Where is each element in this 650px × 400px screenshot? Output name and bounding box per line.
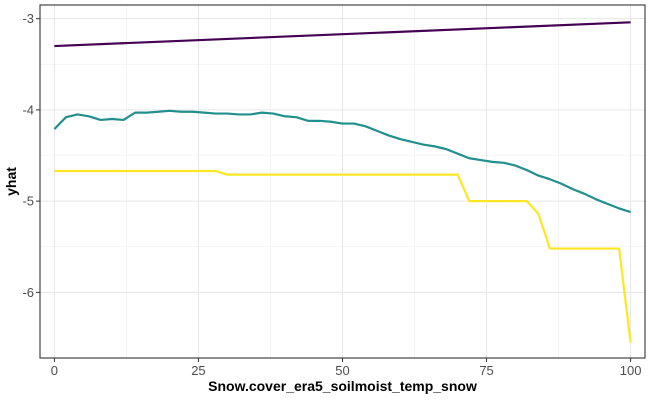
x-axis: 0 25 50 75 100 <box>51 358 642 378</box>
series-line-1 <box>54 21 631 48</box>
grid <box>40 5 645 358</box>
y-axis: -3 -4 -5 -6 <box>22 11 40 300</box>
series-line-3 <box>54 169 632 343</box>
y-tick-label: -5 <box>22 194 34 209</box>
x-tick-label: 25 <box>191 363 205 378</box>
series-line-2 <box>53 109 631 214</box>
x-tick-label: 50 <box>335 363 349 378</box>
series-lines <box>53 21 632 343</box>
x-tick-label: 0 <box>51 363 58 378</box>
y-tick-label: -4 <box>22 102 34 117</box>
x-tick-label: 100 <box>620 363 642 378</box>
y-tick-label: -3 <box>22 11 34 26</box>
y-axis-title: yhat <box>3 167 19 196</box>
x-axis-title: Snow.cover_era5_soilmoist_temp_snow <box>208 378 477 394</box>
x-tick-label: 75 <box>479 363 493 378</box>
y-tick-label: -6 <box>22 285 34 300</box>
